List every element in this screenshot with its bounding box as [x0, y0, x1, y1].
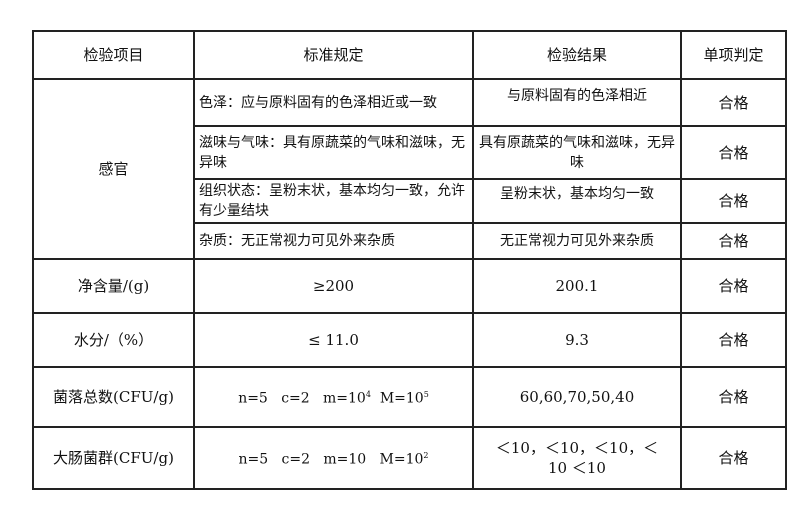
- result-cell: 200.1: [472, 258, 682, 314]
- table-row: 菌落总数(CFU/g) n=5 c=2 m=104 M=105 60,60,70…: [32, 366, 787, 428]
- table-row: 杂质：无正常视力可见外来杂质 无正常视力可见外来杂质 合格: [33, 222, 787, 260]
- standard-cell: ≥200: [193, 258, 474, 314]
- verdict-cell: 合格: [680, 178, 787, 224]
- result-cell: 与原料固有的色泽相近: [472, 78, 682, 127]
- table-row: 感官 色泽：应与原料固有的色泽相近或一致 与原料固有的色泽相近 合格: [32, 78, 787, 260]
- verdict-cell: 合格: [680, 426, 787, 490]
- exponent: 5: [423, 390, 429, 400]
- standard-text: M=10: [370, 390, 424, 407]
- exponent: 4: [365, 390, 371, 400]
- header-result: 检验结果: [472, 30, 682, 80]
- sensory-item: 感官: [32, 78, 195, 260]
- standard-cell: 杂质：无正常视力可见外来杂质: [193, 222, 474, 260]
- item-cell: 大肠菌群(CFU/g): [32, 426, 195, 490]
- standard-cell: 色泽：应与原料固有的色泽相近或一致: [193, 78, 474, 127]
- table-row: 净含量/(g) ≥200 200.1 合格: [32, 258, 787, 314]
- verdict-cell: 合格: [680, 222, 787, 260]
- standard-cell: 组织状态：呈粉末状，基本均匀一致，允许有少量结块: [193, 178, 474, 224]
- standard-cell: n=5 c=2 m=104 M=105: [193, 366, 474, 428]
- standard-text: n=5 c=2 m=10 M=10: [238, 451, 424, 468]
- result-cell: 9.3: [472, 312, 682, 368]
- verdict-cell: 合格: [680, 258, 787, 314]
- table-row: 大肠菌群(CFU/g) n=5 c=2 m=10 M=102 ＜10，＜10，＜…: [32, 426, 787, 490]
- item-cell: 净含量/(g): [32, 258, 195, 314]
- header-standard: 标准规定: [193, 30, 474, 80]
- header-row: 检验项目 标准规定 检验结果 单项判定: [32, 30, 787, 80]
- table-row: 水分/（%） ≤ 11.0 9.3 合格: [32, 312, 787, 368]
- table-row: 滋味与气味：具有原蔬菜的气味和滋味，无异味 具有原蔬菜的气味和滋味，无异味 合格: [33, 125, 787, 180]
- result-cell: 呈粉末状，基本均匀一致: [472, 178, 682, 224]
- exponent: 2: [423, 451, 429, 461]
- standard-cell: 滋味与气味：具有原蔬菜的气味和滋味，无异味: [193, 125, 474, 180]
- table-row: 组织状态：呈粉末状，基本均匀一致，允许有少量结块 呈粉末状，基本均匀一致 合格: [33, 178, 787, 224]
- standard-cell: n=5 c=2 m=10 M=102: [193, 426, 474, 490]
- result-cell: 60,60,70,50,40: [472, 366, 682, 428]
- header-item: 检验项目: [32, 30, 195, 80]
- verdict-cell: 合格: [680, 78, 787, 127]
- item-cell: 水分/（%）: [32, 312, 195, 368]
- result-cell: ＜10，＜10，＜10，＜10 ＜10: [472, 426, 682, 490]
- header-verdict: 单项判定: [680, 30, 787, 80]
- inspection-table: 检验项目 标准规定 检验结果 单项判定 感官 色泽：应与原料固有的色泽相近或一致…: [32, 30, 787, 490]
- standard-text: n=5 c=2 m=10: [238, 390, 366, 407]
- standard-cell: ≤ 11.0: [193, 312, 474, 368]
- result-cell: 无正常视力可见外来杂质: [472, 222, 682, 260]
- result-cell: 具有原蔬菜的气味和滋味，无异味: [472, 125, 682, 180]
- verdict-cell: 合格: [680, 312, 787, 368]
- verdict-cell: 合格: [680, 125, 787, 180]
- verdict-cell: 合格: [680, 366, 787, 428]
- item-cell: 菌落总数(CFU/g): [32, 366, 195, 428]
